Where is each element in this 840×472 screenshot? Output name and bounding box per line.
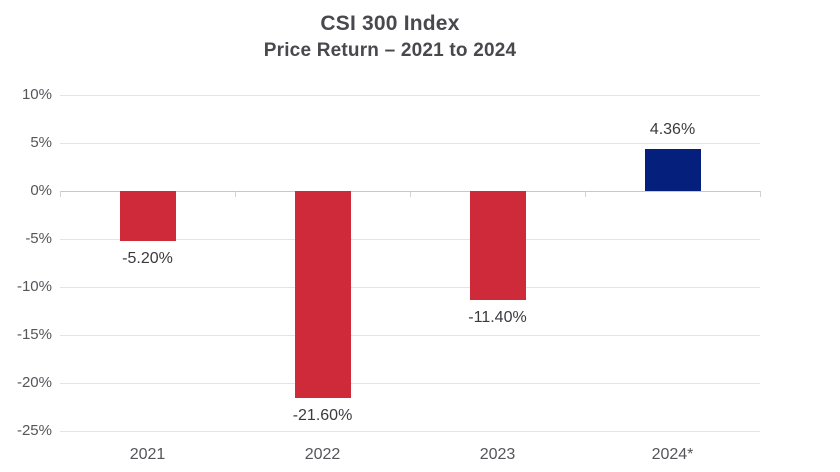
chart-subtitle: Price Return – 2021 to 2024 xyxy=(263,40,517,62)
gridline xyxy=(60,286,760,288)
gridline xyxy=(60,334,760,336)
bar-value-label: -5.20% xyxy=(122,249,173,267)
y-axis-tick-label: -20% xyxy=(16,374,52,391)
y-axis-tick-label: 10% xyxy=(21,86,52,103)
zero-axis-boundary-tick xyxy=(760,191,761,197)
zero-axis-boundary-tick xyxy=(235,191,236,197)
zero-axis-boundary-tick xyxy=(60,191,61,197)
y-axis-tick-label: -10% xyxy=(16,278,52,295)
gridline xyxy=(60,142,760,144)
x-axis-tick-label: 2022 xyxy=(304,446,341,463)
bar-2022 xyxy=(294,191,351,399)
bar-value-label: -11.40% xyxy=(468,309,527,327)
x-axis-tick-label: 2021 xyxy=(129,446,166,463)
bar-value-label: -21.60% xyxy=(292,407,353,425)
zero-axis-boundary-tick xyxy=(410,191,411,197)
x-axis-tick-label: 2023 xyxy=(479,446,516,463)
gridline xyxy=(60,382,760,384)
y-axis-tick-label: 0% xyxy=(30,182,52,199)
bar-2021 xyxy=(119,191,176,241)
y-axis-tick-label: 5% xyxy=(30,134,52,151)
x-axis-tick-label: 2024* xyxy=(651,446,694,463)
chart-header: CSI 300 Index Price Return – 2021 to 202… xyxy=(60,10,720,64)
gridline xyxy=(60,430,760,432)
gridline xyxy=(60,94,760,96)
chart-title: CSI 300 Index xyxy=(320,12,460,35)
bar-2023 xyxy=(469,191,526,301)
y-axis-tick-label: -25% xyxy=(16,422,52,439)
bar-value-label: 4.36% xyxy=(649,121,696,139)
y-axis-tick-label: -5% xyxy=(25,230,52,247)
zero-axis-boundary-tick xyxy=(585,191,586,197)
bar-2024* xyxy=(644,149,701,191)
y-axis-tick-label: -15% xyxy=(16,326,52,343)
gridline xyxy=(60,238,760,240)
